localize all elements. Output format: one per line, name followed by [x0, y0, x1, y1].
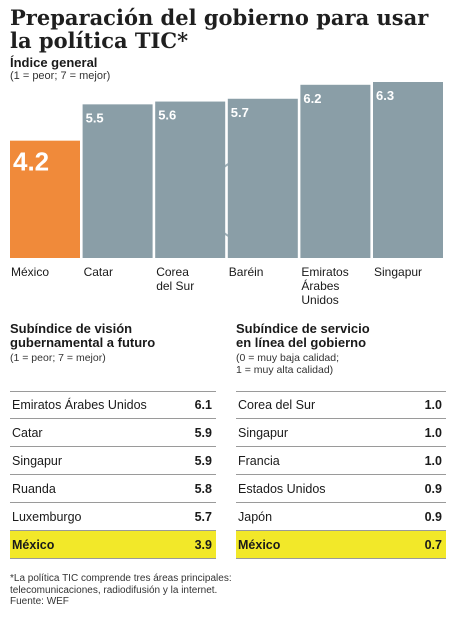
table-row-highlight: México 3.9	[10, 531, 216, 559]
category-label: Catar	[84, 265, 113, 279]
table-row: Emiratos Árabes Unidos 6.1	[10, 391, 216, 419]
row-value: 3.9	[194, 537, 212, 552]
row-value: 1.0	[424, 398, 442, 412]
right-table-note-line: (0 = muy baja calidad;	[236, 352, 340, 364]
row-country: México	[12, 537, 55, 552]
table-row: Estados Unidos 0.9	[236, 475, 446, 503]
right-table-note: (0 = muy baja calidad; 1 = muy alta cali…	[236, 352, 339, 376]
row-country: México	[238, 537, 281, 552]
row-value: 5.7	[194, 509, 212, 524]
footnote-line: *La política TIC comprende tres áreas pr…	[10, 573, 232, 584]
bar-5	[300, 84, 371, 259]
left-table-title: Subíndice de visión gubernamental a futu…	[10, 322, 155, 350]
right-table-title-line: Subíndice de servicio	[236, 321, 370, 336]
row-value: 0.9	[424, 481, 442, 496]
right-table-note-line: 1 = muy alta calidad)	[236, 364, 334, 376]
row-country: Japón	[238, 509, 273, 524]
row-country: Corea del Sur	[238, 398, 316, 412]
left-table-note: (1 = peor; 7 = mejor)	[10, 352, 106, 364]
bar-value-label: 6.2	[303, 91, 321, 106]
bar-6	[373, 82, 443, 258]
footnote-line: Fuente: WEF	[10, 596, 69, 607]
category-label: Corea	[156, 265, 189, 279]
left-table-title-line: Subíndice de visión	[10, 321, 133, 336]
category-label: Emiratos	[301, 265, 348, 279]
table-row: Francia 1.0	[236, 447, 446, 475]
chart-scale-note: (1 = peor; 7 = mejor)	[10, 70, 111, 82]
footnote-line: telecomunicaciones, radiodifusión y la i…	[10, 584, 218, 596]
row-value: 1.0	[424, 453, 442, 468]
right-table-title-line: en línea del gobierno	[236, 335, 367, 350]
row-country: Francia	[238, 453, 280, 468]
table-row: Corea del Sur 1.0	[236, 391, 446, 419]
left-table: Emiratos Árabes Unidos 6.1 Catar 5.9 Sin…	[10, 391, 216, 559]
row-value: 0.9	[424, 509, 442, 524]
table-row: Japón 0.9	[236, 503, 446, 531]
table-row: Catar 5.9	[10, 419, 216, 447]
row-value: 5.9	[194, 425, 212, 440]
row-value: 1.0	[424, 425, 442, 440]
category-label: Unidos	[301, 293, 338, 307]
row-value: 5.9	[194, 453, 212, 468]
table-row-highlight: México 0.7	[236, 531, 446, 559]
bar-value-label: 4.2	[13, 147, 49, 177]
bar-value-label: 5.6	[158, 108, 176, 123]
right-table-title: Subíndice de servicio en línea del gobie…	[236, 322, 370, 350]
bar-4	[227, 98, 298, 258]
row-country: Luxemburgo	[12, 509, 82, 524]
row-value: 5.8	[194, 481, 212, 496]
bar-2	[82, 104, 153, 258]
row-value: 6.1	[194, 398, 212, 412]
row-country: Emiratos Árabes Unidos	[12, 398, 147, 412]
page-title: Preparación del gobierno para usar la po…	[10, 5, 429, 53]
table-row: Singapur 5.9	[10, 447, 216, 475]
row-country: Catar	[12, 425, 43, 440]
category-label: México	[11, 265, 49, 279]
bar-value-label: 6.3	[376, 88, 394, 103]
right-table: Corea del Sur 1.0 Singapur 1.0 Francia 1…	[236, 391, 446, 559]
bar-1	[10, 140, 80, 258]
bar-value-label: 5.5	[86, 110, 104, 125]
row-country: Estados Unidos	[238, 481, 326, 496]
category-label: Árabes	[301, 278, 339, 293]
table-row: Luxemburgo 5.7	[10, 503, 216, 531]
row-country: Singapur	[12, 453, 63, 468]
category-label: del Sur	[156, 279, 194, 293]
bar-3	[155, 101, 226, 258]
footnote: *La política TIC comprende tres áreas pr…	[10, 573, 310, 608]
chart-subtitle: Índice general	[10, 55, 98, 70]
left-table-title-line: gubernamental a futuro	[10, 335, 156, 350]
row-value: 0.7	[424, 537, 442, 552]
row-country: Singapur	[238, 425, 289, 440]
row-country: Ruanda	[12, 481, 56, 496]
category-label: Singapur	[374, 265, 422, 279]
table-row: Ruanda 5.8	[10, 475, 216, 503]
table-row: Singapur 1.0	[236, 419, 446, 447]
category-label: Baréin	[229, 265, 264, 279]
bar-value-label: 5.7	[231, 105, 249, 120]
